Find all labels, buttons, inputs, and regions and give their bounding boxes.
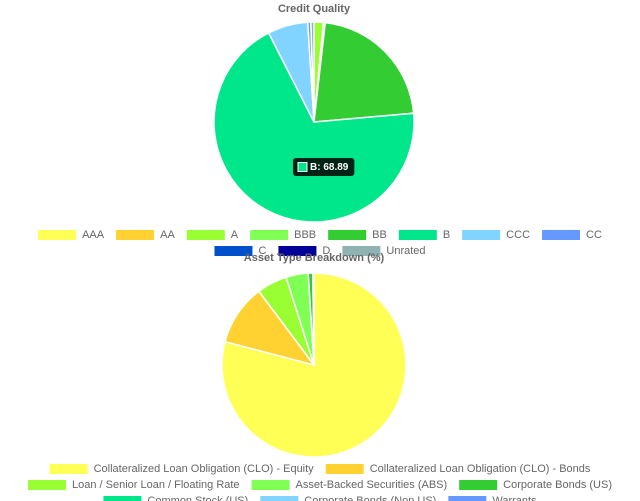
legend-item: Corporate Bonds (Non US) — [260, 495, 436, 501]
legend-label: Collateralized Loan Obligation (CLO) - E… — [94, 463, 315, 475]
legend-item: Unrated — [342, 245, 426, 257]
legend-item: CCC — [462, 229, 530, 241]
legend-label: AA — [160, 229, 175, 241]
legend-item: BBB — [250, 229, 316, 241]
tooltip-bg — [293, 158, 355, 176]
legend-item: Warrants — [448, 495, 537, 501]
chart-title: Credit Quality — [278, 3, 351, 15]
legend-label: A — [231, 229, 239, 241]
legend-item: Common Stock (US) — [103, 495, 248, 501]
legend-item: D — [278, 245, 330, 257]
legend-label: BB — [372, 229, 387, 241]
legend-swatch — [448, 496, 487, 501]
legend-label: CC — [586, 229, 602, 241]
legend-swatch — [542, 230, 581, 240]
legend-swatch — [103, 496, 142, 501]
tooltip-swatch — [297, 162, 308, 172]
legend-item: Collateralized Loan Obligation (CLO) - E… — [49, 463, 315, 475]
legend-item: Corporate Bonds (US) — [459, 479, 612, 491]
chart-title: Asset Type Breakdown (%) — [244, 252, 385, 264]
legend-item: Loan / Senior Loan / Floating Rate — [27, 479, 240, 491]
legend-label: Loan / Senior Loan / Floating Rate — [72, 479, 240, 491]
tooltip-text: B: 68.89 — [310, 162, 349, 173]
legend-item: AAA — [38, 229, 105, 241]
legend-item: BB — [328, 229, 387, 241]
legend-swatch — [328, 230, 367, 240]
legend-swatch — [27, 480, 66, 490]
legend-swatch — [250, 230, 289, 240]
legend-label: B — [443, 229, 450, 241]
pie-slice — [310, 21, 315, 123]
legend-swatch — [251, 480, 290, 490]
legend-label: Unrated — [386, 245, 425, 257]
legend-item: A — [186, 229, 239, 241]
legend-label: BBB — [294, 229, 316, 241]
legend-label: Collateralized Loan Obligation (CLO) - B… — [370, 463, 591, 475]
legend-swatch — [49, 464, 88, 474]
legend-swatch — [214, 246, 253, 256]
legend-swatch — [116, 230, 155, 240]
legend-item: Asset-Backed Securities (ABS) — [251, 479, 448, 491]
legend-swatch — [342, 246, 381, 256]
legend-label: Corporate Bonds (Non US) — [304, 495, 436, 501]
legend-swatch — [186, 230, 225, 240]
pie-slice — [221, 272, 407, 458]
legend-label: Warrants — [492, 495, 537, 501]
pie-slice — [312, 272, 315, 366]
legend-swatch — [278, 246, 317, 256]
legend-swatch — [462, 230, 501, 240]
tooltip: B: 68.89 — [293, 158, 355, 176]
legend-swatch — [398, 230, 437, 240]
legend-label: D — [322, 245, 330, 257]
pie-slice — [213, 31, 415, 223]
legend-item: AA — [116, 229, 175, 241]
legend-item: Collateralized Loan Obligation (CLO) - B… — [325, 463, 591, 475]
legend-swatch — [459, 480, 498, 490]
legend-label: AAA — [82, 229, 105, 241]
legend-label: CCC — [506, 229, 530, 241]
legend-swatch — [260, 496, 299, 501]
legend-label: Common Stock (US) — [147, 495, 248, 501]
legend-label: Corporate Bonds (US) — [503, 479, 612, 491]
legend-label: C — [258, 245, 266, 257]
legend-swatch — [325, 464, 364, 474]
legend-item: CC — [542, 229, 602, 241]
legend-item: C — [214, 245, 266, 257]
legend-swatch — [38, 230, 77, 240]
legend-item: B — [398, 229, 450, 241]
pie-slice — [313, 21, 415, 123]
legend-label: Asset-Backed Securities (ABS) — [296, 479, 448, 491]
